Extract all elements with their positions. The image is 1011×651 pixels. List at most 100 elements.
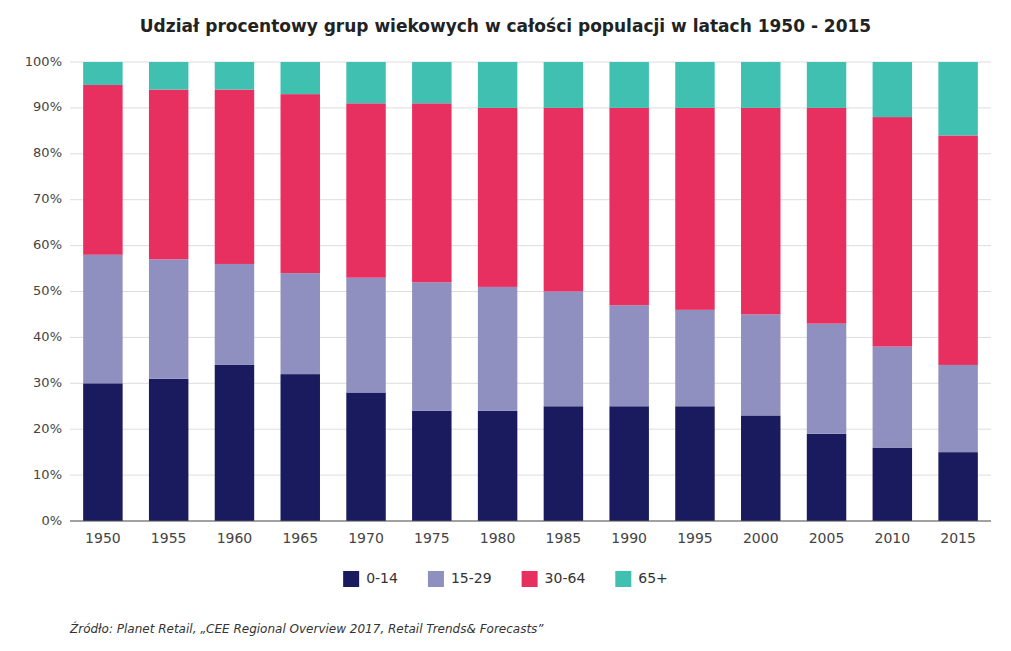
bar-segment — [346, 103, 385, 277]
bar-segment — [83, 62, 122, 85]
bar-segment — [149, 90, 188, 260]
x-axis: 1950195519601965197019751980198519901995… — [70, 521, 991, 546]
bar-segment — [83, 85, 122, 255]
bar-segment — [873, 448, 912, 521]
x-tick-label: 2010 — [875, 530, 911, 546]
bar-segment — [412, 282, 451, 411]
bar-segment — [412, 411, 451, 521]
bar-segment — [346, 62, 385, 103]
bars — [83, 62, 978, 521]
legend-item: 15-29 — [428, 570, 492, 587]
bar-segment — [741, 415, 780, 521]
x-tick-label: 1990 — [611, 530, 647, 546]
bar-segment — [412, 103, 451, 282]
bar-segment — [938, 62, 977, 135]
x-tick-label: 1985 — [546, 530, 582, 546]
y-tick-label: 60% — [33, 237, 62, 252]
grid-line — [70, 107, 991, 108]
grid-line — [70, 291, 991, 292]
legend-swatch — [428, 571, 444, 587]
legend-item: 0-14 — [343, 570, 398, 587]
bar-segment — [741, 314, 780, 415]
y-tick-label: 30% — [33, 375, 62, 390]
legend: 0-14 15-29 30-64 65+ — [343, 570, 668, 587]
bar-segment — [873, 347, 912, 448]
bar-segment — [412, 62, 451, 103]
bar-segment — [873, 62, 912, 117]
legend-swatch — [522, 571, 538, 587]
chart: Udział procentowy grup wiekowych w całoś… — [0, 0, 1011, 651]
legend-label: 15-29 — [451, 570, 492, 586]
bar-segment — [478, 62, 517, 108]
y-tick-label: 10% — [33, 467, 62, 482]
bar-segment — [281, 94, 320, 273]
grid-line — [70, 521, 991, 522]
bar-segment — [807, 434, 846, 521]
legend-label: 30-64 — [545, 570, 586, 586]
bar-segment — [675, 108, 714, 310]
bar-segment — [609, 406, 648, 521]
bar-segment — [215, 90, 254, 264]
bar-segment — [83, 255, 122, 384]
x-axis-line — [70, 521, 991, 522]
x-tick-label: 1950 — [85, 530, 121, 546]
bar-segment — [215, 365, 254, 521]
bar-segment — [807, 108, 846, 324]
bar-segment — [478, 411, 517, 521]
y-tick-label: 100% — [25, 54, 62, 69]
legend-item: 65+ — [615, 570, 668, 587]
bar-segment — [215, 264, 254, 365]
bar-segment — [215, 62, 254, 90]
legend-label: 0-14 — [366, 570, 398, 586]
y-tick-label: 80% — [33, 145, 62, 160]
grid-line — [70, 62, 991, 63]
bar-segment — [83, 383, 122, 521]
legend-swatch — [343, 571, 359, 587]
bar-segment — [281, 62, 320, 94]
grid-line — [70, 199, 991, 200]
x-tick-label: 1975 — [414, 530, 450, 546]
x-tick-label: 1995 — [677, 530, 713, 546]
bar-segment — [938, 365, 977, 452]
bar-segment — [544, 406, 583, 521]
x-tick-label: 1980 — [480, 530, 516, 546]
bar-segment — [807, 324, 846, 434]
bar-segment — [149, 62, 188, 90]
y-tick-label: 90% — [33, 99, 62, 114]
grid-line — [70, 153, 991, 154]
y-tick-label: 40% — [33, 329, 62, 344]
bar-segment — [741, 108, 780, 315]
grid-line — [70, 337, 991, 338]
bar-segment — [609, 108, 648, 305]
source-note: Źródło: Planet Retail, „CEE Regional Ove… — [69, 621, 544, 636]
y-tick-label: 70% — [33, 191, 62, 206]
bar-segment — [544, 108, 583, 292]
bar-segment — [149, 259, 188, 378]
bar-segment — [478, 108, 517, 287]
grid-line — [70, 429, 991, 430]
bar-segment — [741, 62, 780, 108]
bar-segment — [346, 392, 385, 521]
y-tick-label: 20% — [33, 421, 62, 436]
x-tick-label: 2000 — [743, 530, 779, 546]
y-tick-label: 50% — [33, 283, 62, 298]
bar-segment — [675, 406, 714, 521]
bar-segment — [807, 62, 846, 108]
bar-segment — [544, 292, 583, 407]
x-tick-label: 2005 — [809, 530, 845, 546]
legend-swatch — [615, 571, 631, 587]
x-tick-label: 1955 — [151, 530, 187, 546]
y-tick-label: 0% — [41, 513, 62, 528]
y-axis: 0% 10% 20% 30% 40% 50% 60% 70% 80% 90% 100% — [25, 54, 991, 528]
bar-segment — [544, 62, 583, 108]
bar-segment — [149, 379, 188, 521]
x-tick-label: 1960 — [217, 530, 253, 546]
x-tick-label: 1965 — [282, 530, 318, 546]
bar-segment — [609, 305, 648, 406]
legend-label: 65+ — [638, 570, 668, 586]
bar-segment — [675, 310, 714, 406]
grid-line — [70, 475, 991, 476]
bar-segment — [346, 278, 385, 393]
title: Udział procentowy grup wiekowych w całoś… — [140, 16, 871, 36]
bar-segment — [938, 135, 977, 365]
